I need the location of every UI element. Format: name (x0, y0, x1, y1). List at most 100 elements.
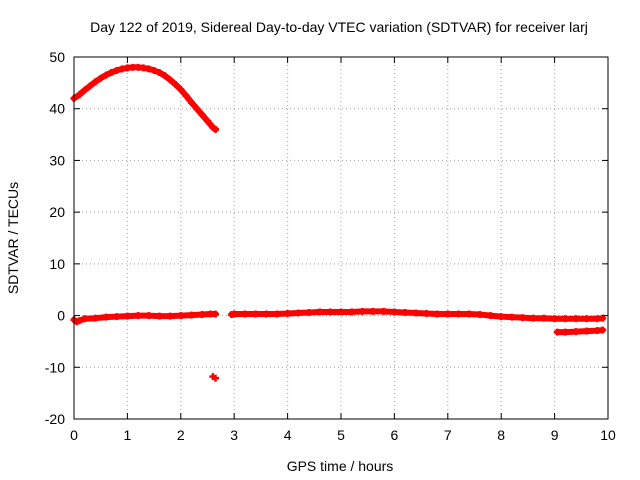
data-point (134, 312, 142, 320)
data-point (75, 91, 83, 99)
data-point (476, 311, 484, 319)
data-point (102, 313, 110, 321)
data-point (123, 312, 131, 320)
series-tail-low (553, 326, 607, 336)
data-point (145, 65, 153, 73)
data-point (519, 314, 527, 322)
data-point (113, 66, 121, 74)
data-point (294, 309, 302, 317)
data-point (177, 312, 185, 320)
data-point (369, 307, 377, 315)
data-point (561, 328, 569, 336)
data-point (444, 310, 452, 318)
data-point (390, 308, 398, 316)
data-point (182, 92, 190, 100)
y-tick-label: 50 (49, 49, 65, 65)
data-point (551, 315, 559, 323)
data-point (155, 312, 163, 320)
series-trace (71, 64, 219, 133)
data-point (412, 309, 420, 317)
data-point (187, 311, 195, 319)
series-outlier (209, 373, 220, 382)
data-point (337, 308, 345, 316)
data-point (193, 105, 201, 113)
data-point (583, 315, 591, 323)
data-point (81, 315, 89, 323)
x-axis-label: GPS time / hours (287, 458, 394, 474)
y-tick-label: -20 (45, 411, 65, 427)
data-point (241, 310, 249, 318)
data-point (212, 310, 220, 318)
data-point (433, 310, 441, 318)
data-point (86, 82, 94, 90)
data-point (583, 327, 591, 335)
data-point (599, 326, 607, 334)
data-point (150, 66, 158, 74)
x-tick-label: 9 (551, 427, 559, 443)
data-point (75, 317, 83, 325)
x-tick-label: 7 (444, 427, 452, 443)
y-tick-label: 0 (57, 308, 65, 324)
grid-lines (74, 57, 608, 419)
data-point (91, 78, 99, 86)
data-point (305, 308, 313, 316)
data-point (561, 315, 569, 323)
data-point (508, 313, 516, 321)
x-tick-label: 4 (284, 427, 292, 443)
data-point (262, 310, 270, 318)
data-point (497, 313, 505, 321)
chart-title: Day 122 of 2019, Sidereal Day-to-day VTE… (90, 19, 588, 35)
x-tick-label: 0 (70, 427, 78, 443)
data-point (102, 71, 110, 79)
y-tick-label: -10 (45, 359, 65, 375)
series-near-zero-1 (70, 310, 220, 326)
data-point (91, 314, 99, 322)
axis-ticks: 0 1 2 3 4 5 6 7 8 9 10 -20 -10 0 10 20 30 40 50 (45, 49, 616, 443)
x-tick-label: 6 (391, 427, 399, 443)
x-tick-label: 1 (124, 427, 132, 443)
data-point (198, 311, 206, 319)
data-point (553, 328, 561, 336)
data-series (70, 63, 607, 382)
data-point (465, 310, 473, 318)
data-point (81, 86, 89, 94)
series-near-zero-2 (228, 307, 607, 323)
data-point (166, 76, 174, 84)
data-point (204, 117, 211, 125)
data-point (572, 328, 580, 336)
y-tick-label: 20 (49, 204, 65, 220)
y-tick-label: 40 (49, 101, 65, 117)
data-point (487, 312, 495, 320)
data-point (97, 74, 105, 82)
data-point (155, 69, 163, 77)
data-point (252, 310, 260, 318)
data-point (284, 310, 292, 318)
x-tick-label: 10 (600, 427, 616, 443)
x-tick-label: 3 (230, 427, 238, 443)
x-tick-label: 8 (497, 427, 505, 443)
data-point (380, 307, 388, 315)
data-point (422, 310, 430, 318)
y-tick-label: 30 (49, 152, 65, 168)
data-point (212, 125, 220, 133)
data-point (171, 80, 179, 88)
data-point (113, 313, 121, 321)
data-point (212, 374, 220, 382)
x-tick-label: 5 (337, 427, 345, 443)
data-point (177, 86, 185, 94)
data-point (166, 312, 174, 320)
data-point (326, 308, 334, 316)
data-point (572, 315, 580, 323)
data-point (198, 111, 206, 119)
data-point (187, 99, 195, 107)
data-point (540, 314, 548, 322)
data-point (401, 308, 409, 316)
data-point (273, 310, 281, 318)
data-point (529, 314, 537, 322)
data-point (107, 69, 115, 77)
data-point (230, 310, 238, 318)
y-tick-label: 10 (49, 256, 65, 272)
data-point (348, 308, 356, 316)
data-point (454, 310, 462, 318)
